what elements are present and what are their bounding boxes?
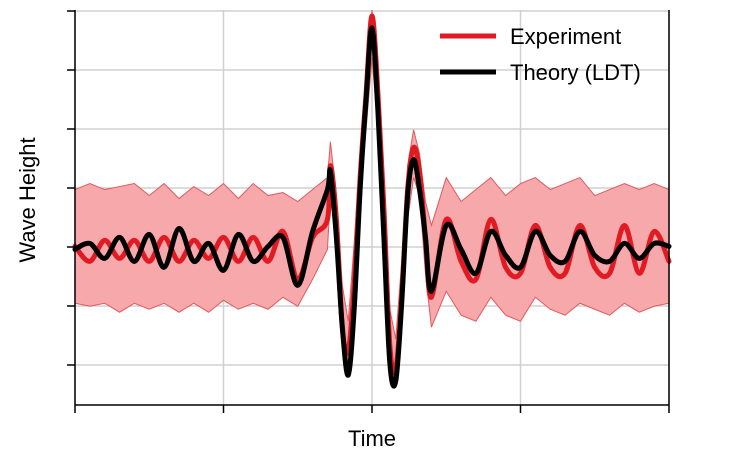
x-axis-label: Time	[348, 426, 396, 451]
series-line-theory	[72, 25, 672, 389]
legend: Experiment Theory (LDT)	[440, 24, 641, 85]
legend-label-theory: Theory (LDT)	[510, 60, 641, 85]
axes-layer	[67, 10, 670, 413]
legend-label-experiment: Experiment	[510, 24, 621, 49]
y-axis-label: Wave Height	[15, 137, 40, 262]
series-layer	[72, 13, 672, 389]
